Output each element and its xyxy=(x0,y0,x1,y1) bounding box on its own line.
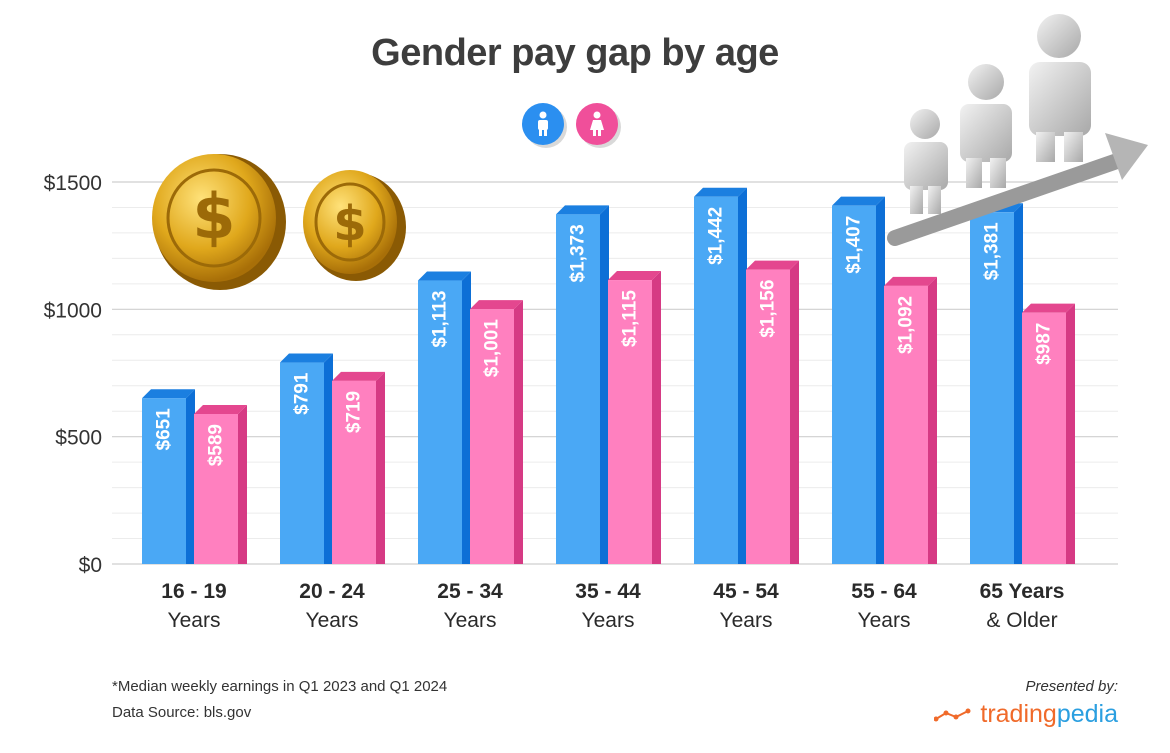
x-axis: 16 - 19 Years 20 - 24 Years 25 - 34 Years 35 -… xyxy=(161,580,1064,632)
bar-male: $1,113 xyxy=(418,271,471,564)
trend-line-icon xyxy=(934,708,971,721)
data-label: $651 xyxy=(154,408,175,451)
bar-male: $1,373 xyxy=(556,205,609,565)
bar-female: $1,092 xyxy=(884,276,937,564)
x-tick-label: 55 - 64 xyxy=(851,580,917,603)
x-tick-label: Years xyxy=(582,609,635,632)
y-tick-label: $0 xyxy=(79,554,102,577)
data-label: $987 xyxy=(1034,323,1055,365)
x-tick-label: 35 - 44 xyxy=(575,580,641,603)
female-person-icon xyxy=(590,111,604,136)
data-label: $1,001 xyxy=(482,319,503,378)
x-tick-label: 45 - 54 xyxy=(713,580,779,603)
presented-by: Presented by: xyxy=(1025,678,1118,695)
data-label: $1,092 xyxy=(896,296,917,354)
x-tick-label: & Older xyxy=(986,609,1057,632)
data-label: $589 xyxy=(206,424,227,466)
svg-text:$: $ xyxy=(192,180,235,253)
x-tick-label: Years xyxy=(444,609,497,632)
bar-male: $1,407 xyxy=(832,196,885,564)
data-label: $1,113 xyxy=(430,291,451,348)
male-person-icon xyxy=(538,111,548,136)
data-source: Data Source: bls.gov xyxy=(112,704,252,721)
data-label: $1,115 xyxy=(620,290,641,347)
chart-title: Gender pay gap by age xyxy=(371,32,779,74)
brand-text-pedia: pedia xyxy=(1056,700,1118,728)
footnote: *Median weekly earnings in Q1 2023 and Q… xyxy=(112,678,448,695)
bar-female: $1,156 xyxy=(746,260,799,564)
growth-people-icon xyxy=(887,14,1148,246)
data-label: $1,442 xyxy=(706,207,727,265)
y-tick-label: $1500 xyxy=(44,172,102,195)
brand-text-trading: trading xyxy=(980,700,1057,728)
coin-icon: $ xyxy=(303,170,406,281)
legend-male xyxy=(522,103,564,145)
x-tick-label: 16 - 19 xyxy=(161,580,226,603)
bar-male: $1,381 xyxy=(970,203,1023,564)
x-tick-label: Years xyxy=(168,609,221,632)
data-label: $791 xyxy=(292,372,313,415)
x-tick-label: Years xyxy=(720,609,773,632)
svg-text:$: $ xyxy=(333,196,366,252)
x-tick-label: Years xyxy=(858,609,911,632)
data-label: $1,373 xyxy=(568,224,589,282)
y-tick-label: $1000 xyxy=(44,299,102,322)
legend xyxy=(522,103,618,145)
y-axis: $0 $500 $1000 $1500 xyxy=(44,172,102,577)
bar-female: $987 xyxy=(1022,303,1075,564)
data-label: $1,407 xyxy=(844,216,865,274)
data-label: $1,156 xyxy=(758,280,779,338)
bar-female: $589 xyxy=(194,405,247,564)
brand-logo: tradingpedia xyxy=(934,700,1118,729)
bar-male: $651 xyxy=(142,389,195,564)
x-tick-label: Years xyxy=(306,609,359,632)
data-label: $1,381 xyxy=(982,222,1003,281)
bar-female: $1,001 xyxy=(470,300,523,564)
coin-icon: $ xyxy=(152,154,286,290)
bar-male: $1,442 xyxy=(694,187,747,564)
y-tick-label: $500 xyxy=(55,427,102,450)
x-tick-label: 25 - 34 xyxy=(437,580,503,603)
x-tick-label: 65 Years xyxy=(980,580,1065,603)
bar-female: $1,115 xyxy=(608,271,661,564)
x-tick-label: 20 - 24 xyxy=(299,580,365,603)
bars: $651 $589 $791 $719 $1,113 $1,001 $1,373 $1,115… xyxy=(142,187,1075,565)
bar-male: $791 xyxy=(280,353,333,564)
bar-female: $719 xyxy=(332,371,385,564)
legend-female xyxy=(576,103,618,145)
data-label: $719 xyxy=(344,391,365,433)
